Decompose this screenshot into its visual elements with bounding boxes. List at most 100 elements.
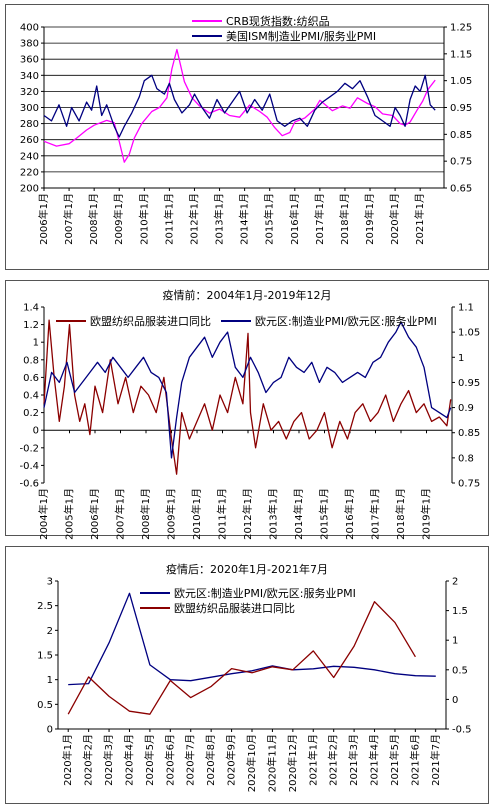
series-line-2 (67, 601, 416, 715)
legend-item-crb: CRB现货指数:纺织品 (192, 13, 376, 28)
legend-item-eurozone-pmi: 欧元区:制造业PMI/欧元区:服务业PMI (221, 313, 437, 328)
x-tick-label: 2010年1月 (137, 193, 150, 245)
y-left-tick-label: 1.2 (23, 320, 39, 331)
y-right-tick-label: 1 (452, 636, 458, 647)
x-tick-label: 2015年1月 (318, 488, 331, 540)
x-tick-label: 2020年4月 (122, 734, 135, 786)
x-tick-label: 2014年1月 (292, 488, 305, 540)
y-left-tick-label: 260 (20, 135, 39, 146)
y-left-tick-label: 320 (20, 87, 39, 98)
x-tick-label: 2016年1月 (343, 488, 356, 540)
x-tick-label: 2020年5月 (143, 734, 156, 786)
series-line-2 (43, 74, 436, 138)
x-tick-label: 2018年1月 (338, 193, 351, 245)
chart1-legend: CRB现货指数:纺织品 美国ISM制造业PMI/服务业PMI (192, 13, 376, 43)
x-tick-label: 2011年1月 (162, 193, 175, 245)
x-tick-label: 2010年1月 (190, 488, 203, 540)
y-right-tick-label: 0.75 (450, 157, 472, 168)
y-right-tick-label: 1.05 (458, 328, 480, 339)
x-tick-label: 2006年1月 (37, 193, 50, 245)
chart-crb-vs-ism: 200 220 240 260 280 300 320 340 360 380 400 0.65 0.7… (5, 4, 489, 270)
x-tick-label: 2020年9月 (225, 734, 238, 786)
y-left-tick-label: 1 (33, 338, 39, 349)
x-tick-label: 2021年1月 (306, 734, 319, 786)
x-tick-label: 2020年1月 (388, 193, 401, 245)
x-tick-label: 2017年1月 (313, 193, 326, 245)
x-tick-label: 2020年2月 (82, 734, 95, 786)
y-left-tick-label: 300 (20, 103, 39, 114)
x-tick-label: 2017年1月 (369, 488, 382, 540)
y-left-tick-label: 3 (47, 577, 53, 588)
x-tick-label: 2009年1月 (112, 193, 125, 245)
legend-label: 欧元区:制造业PMI/欧元区:服务业PMI (255, 314, 437, 328)
x-tick-label: 2021年1月 (413, 193, 426, 245)
x-tick-label: 2020年12月 (286, 734, 299, 792)
series-line-2 (43, 321, 452, 459)
series-line-1 (43, 48, 436, 163)
legend-item-ism: 美国ISM制造业PMI/服务业PMI (192, 28, 376, 43)
y-right-tick-label: -0.5 (452, 725, 472, 736)
x-tick-label: 2011年1月 (216, 488, 229, 540)
legend-label: CRB现货指数:纺织品 (226, 14, 330, 28)
y-right-tick-label: 1.1 (458, 303, 474, 314)
y-left-tick-label: 2 (47, 626, 53, 637)
x-tick-label: 2004年1月 (37, 488, 50, 540)
series-line-1 (43, 319, 452, 475)
y-left-tick-label: 2.5 (37, 601, 53, 612)
x-tick-label: 2021年7月 (429, 734, 442, 786)
y-left-tick-label: 0.8 (23, 355, 39, 366)
x-tick-label: 2007年1月 (114, 488, 127, 540)
x-tick-label: 2014年1月 (238, 193, 251, 245)
x-tick-label: 2021年6月 (408, 734, 421, 786)
y-right-tick-label: 0.8 (458, 453, 474, 464)
x-tick-label: 2015年1月 (263, 193, 276, 245)
y-left-tick-label: 0.6 (23, 373, 39, 384)
x-tick-label: 2007年1月 (62, 193, 75, 245)
x-tick-label: 2019年1月 (420, 488, 433, 540)
chart1-svg: 200 220 240 260 280 300 320 340 360 380 400 0.65 0.7… (20, 23, 472, 245)
y-left-tick-label: 280 (20, 119, 39, 130)
x-tick-label: 2020年6月 (163, 734, 176, 786)
x-tick-label: 2013年1月 (213, 193, 226, 245)
chart2-title: 疫情前：2004年1月-2019年12月 (162, 289, 332, 302)
y-right-tick-label: 0.9 (458, 403, 474, 414)
x-tick-label: 2020年7月 (184, 734, 197, 786)
x-tick-label: 2006年1月 (88, 488, 101, 540)
y-left-tick-label: 0 (47, 725, 53, 736)
x-tick-label: 2016年1月 (288, 193, 301, 245)
x-tick-label: 2009年1月 (165, 488, 178, 540)
x-tick-label: 2018年1月 (394, 488, 407, 540)
y-right-tick-label: 2 (452, 577, 458, 588)
chart-post-pandemic: 0 0.5 1 1.5 2 2.5 3 -0.5 0 0.5 1 1.5 2 2020年1月 2020年2月… (5, 546, 489, 804)
legend-item-eu-imports: 欧盟纺织品服装进口同比 (140, 600, 356, 615)
y-left-tick-label: 340 (20, 71, 39, 82)
x-tick-label: 2013年1月 (267, 488, 280, 540)
y-left-tick-label: 0.5 (37, 700, 53, 711)
legend-label: 美国ISM制造业PMI/服务业PMI (226, 29, 377, 43)
series-line-1 (68, 592, 436, 686)
y-right-tick-label: 0.95 (458, 378, 480, 389)
x-tick-label: 2005年1月 (63, 488, 76, 540)
chart3-title: 疫情后：2020年1月-2021年7月 (166, 563, 328, 576)
y-left-tick-label: -0.6 (19, 479, 39, 490)
y-right-tick-label: 0.85 (458, 428, 480, 439)
y-right-tick-label: 1.25 (450, 23, 472, 34)
x-tick-label: 2008年1月 (139, 488, 152, 540)
x-tick-label: 2020年10月 (245, 734, 258, 792)
chart3-legend: 欧元区:制造业PMI/欧元区:服务业PMI 欧盟纺织品服装进口同比 (140, 585, 356, 615)
legend-label: 欧元区:制造业PMI/欧元区:服务业PMI (174, 586, 356, 600)
x-tick-label: 2012年1月 (241, 488, 254, 540)
chart2-svg: -0.6 -0.4 -0.2 0 0.2 0.4 0.6 0.8 1 1.2 1.4 0.75 0.8 0… (19, 303, 480, 540)
y-left-tick-label: 380 (20, 39, 39, 50)
x-tick-label: 2012年1月 (187, 193, 200, 245)
y-right-tick-label: 0.5 (452, 665, 468, 676)
y-right-tick-label: 0 (452, 695, 458, 706)
y-left-tick-label: 240 (20, 151, 39, 162)
chart-pre-pandemic: -0.6 -0.4 -0.2 0 0.2 0.4 0.6 0.8 1 1.2 1.4 0.75 0.8 0… (5, 280, 489, 540)
chart3-svg: 0 0.5 1 1.5 2 2.5 3 -0.5 0 0.5 1 1.5 2 2020年1月 2020年2月… (37, 577, 472, 793)
y-right-tick-label: 1.05 (450, 76, 472, 87)
x-tick-label: 2021年4月 (368, 734, 381, 786)
y-left-tick-label: 0 (33, 426, 39, 437)
y-left-tick-label: 220 (20, 167, 39, 178)
y-left-tick-label: 1.4 (23, 303, 39, 314)
